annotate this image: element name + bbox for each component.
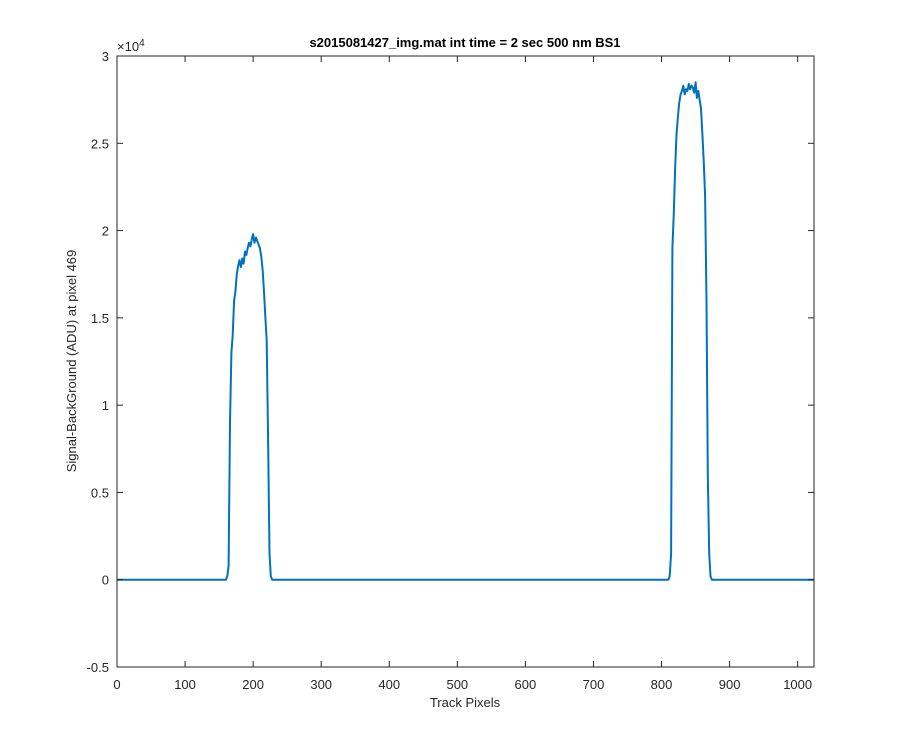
x-tick-label: 0 <box>113 677 120 692</box>
x-axis-label: Track Pixels <box>430 695 501 710</box>
series-layer <box>117 81 814 581</box>
x-tick-label: 800 <box>651 677 673 692</box>
axes-background <box>117 56 814 667</box>
x-tick-label: 600 <box>515 677 537 692</box>
series-line <box>117 81 814 581</box>
x-tick-label: 300 <box>310 677 332 692</box>
y-tick-label: 1 <box>102 398 109 413</box>
y-exponent-base: ×10 <box>117 39 139 54</box>
x-tick-label: 500 <box>446 677 468 692</box>
x-tick-label: 400 <box>378 677 400 692</box>
y-tick-label: 2.5 <box>91 136 109 151</box>
axes-box <box>116 55 815 668</box>
y-exponent-label: ×104 <box>117 38 145 54</box>
y-exponent-power: 4 <box>139 38 145 49</box>
y-tick-label: 3 <box>102 49 109 64</box>
y-tick-label: 0.5 <box>91 485 109 500</box>
ticks-layer: 0 100 200 300 400 500 600 700 800 900 1000 -0.5 0 0.5… <box>87 49 814 692</box>
x-tick-label: 200 <box>242 677 264 692</box>
y-axis-label: Signal-BackGround (ADU) at pixel 469 <box>64 250 79 473</box>
y-tick-label: 2 <box>102 224 109 239</box>
chart-title: s2015081427_img.mat int time = 2 sec 500… <box>309 35 620 50</box>
x-tick-label: 900 <box>719 677 741 692</box>
x-tick-label: 100 <box>174 677 196 692</box>
y-tick-label: -0.5 <box>87 660 109 675</box>
x-tick-label: 700 <box>583 677 605 692</box>
y-tick-label: 0 <box>102 573 109 588</box>
x-tick-label: 1000 <box>783 677 812 692</box>
y-tick-label: 1.5 <box>91 311 109 326</box>
